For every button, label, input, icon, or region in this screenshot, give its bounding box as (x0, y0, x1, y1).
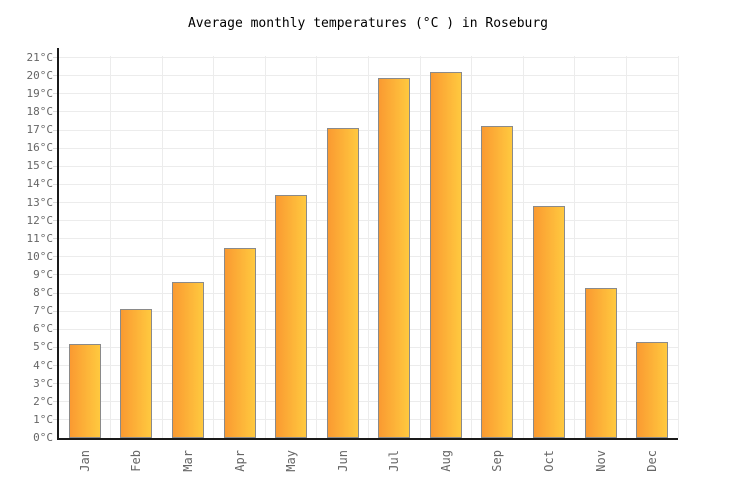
x-axis-label-dec: Dec (645, 450, 660, 472)
y-axis-tick (53, 147, 58, 149)
y-axis-label: 16°C (26, 141, 54, 155)
y-axis-label: 19°C (26, 86, 54, 100)
x-axis-label-jul: Jul (387, 450, 402, 472)
y-axis-tick (53, 220, 58, 222)
y-axis-tick (53, 328, 58, 330)
vertical-gridline (316, 56, 318, 438)
vertical-gridline (213, 56, 215, 438)
y-axis-tick (53, 365, 58, 367)
y-axis-label: 7°C (33, 304, 53, 318)
y-axis-label: 11°C (26, 231, 54, 245)
x-axis-label-feb: Feb (129, 450, 144, 472)
x-axis-label-may: May (284, 450, 299, 472)
y-axis-tick (53, 401, 58, 403)
y-axis-tick (53, 292, 58, 294)
y-axis-label: 8°C (33, 286, 53, 300)
y-axis-tick (53, 129, 58, 131)
y-axis-tick (53, 346, 58, 348)
bar-oct (533, 206, 566, 438)
y-axis-label: 1°C (33, 412, 53, 426)
y-axis-tick (53, 202, 58, 203)
bar-jul (378, 78, 411, 438)
y-axis-label: 13°C (26, 195, 54, 209)
y-axis-label: 20°C (26, 68, 54, 82)
x-axis-label-mar: Mar (180, 450, 195, 472)
vertical-gridline (110, 56, 112, 438)
y-axis-label: 2°C (33, 394, 53, 408)
x-axis-label-sep: Sep (490, 450, 505, 472)
x-axis-label-jan: Jan (77, 450, 92, 472)
x-axis-label-jun: Jun (335, 450, 350, 472)
y-axis-label: 21°C (26, 50, 54, 64)
y-axis-tick (53, 310, 58, 312)
vertical-gridline (677, 56, 679, 438)
bar-aug (429, 72, 462, 438)
vertical-gridline (161, 56, 163, 438)
vertical-gridline (368, 56, 369, 438)
bar-may (275, 195, 308, 438)
y-axis-label: 5°C (33, 340, 53, 354)
y-axis-tick (53, 274, 58, 276)
vertical-gridline (574, 56, 576, 438)
y-axis-label: 10°C (26, 249, 54, 263)
y-axis-line (57, 48, 59, 440)
vertical-gridline (471, 56, 473, 438)
x-axis-label-oct: Oct (542, 450, 557, 472)
bar-dec (636, 342, 669, 438)
y-axis-label: 9°C (33, 267, 53, 281)
vertical-gridline (522, 56, 524, 438)
y-axis-tick (53, 93, 58, 95)
x-axis-label-nov: Nov (593, 450, 608, 472)
x-axis-label-apr: Apr (232, 450, 247, 472)
y-axis-label: 0°C (33, 431, 53, 444)
y-axis-label: 14°C (26, 177, 54, 191)
y-axis-tick (53, 256, 58, 258)
bar-jan (68, 344, 101, 438)
y-axis-tick (53, 75, 58, 77)
y-axis-label: 12°C (26, 213, 54, 227)
bar-nov (584, 288, 617, 438)
bar-sep (481, 126, 514, 438)
vertical-gridline (625, 56, 627, 438)
y-axis-tick (53, 57, 58, 59)
y-axis-tick (53, 111, 58, 113)
vertical-gridline (264, 56, 266, 438)
y-axis-tick (53, 238, 58, 240)
bar-feb (120, 309, 153, 438)
vertical-gridline (419, 56, 421, 438)
y-axis-label: 17°C (26, 123, 54, 137)
y-axis-label: 18°C (26, 104, 54, 118)
bar-apr (223, 248, 256, 438)
y-axis-label: 3°C (33, 376, 53, 390)
y-axis-label: 4°C (33, 358, 53, 372)
y-axis-tick (53, 165, 58, 167)
y-axis-tick (53, 383, 58, 385)
bar-jun (326, 128, 359, 438)
y-axis-tick (53, 183, 58, 185)
x-axis-line (57, 438, 678, 440)
bar-mar (171, 282, 204, 438)
x-axis-label-aug: Aug (438, 450, 453, 472)
y-axis-tick (53, 419, 58, 421)
chart-title: Average monthly temperatures (°C ) in Ro… (187, 16, 549, 31)
y-axis-label: 6°C (33, 322, 53, 336)
y-axis-label: 15°C (26, 159, 54, 173)
